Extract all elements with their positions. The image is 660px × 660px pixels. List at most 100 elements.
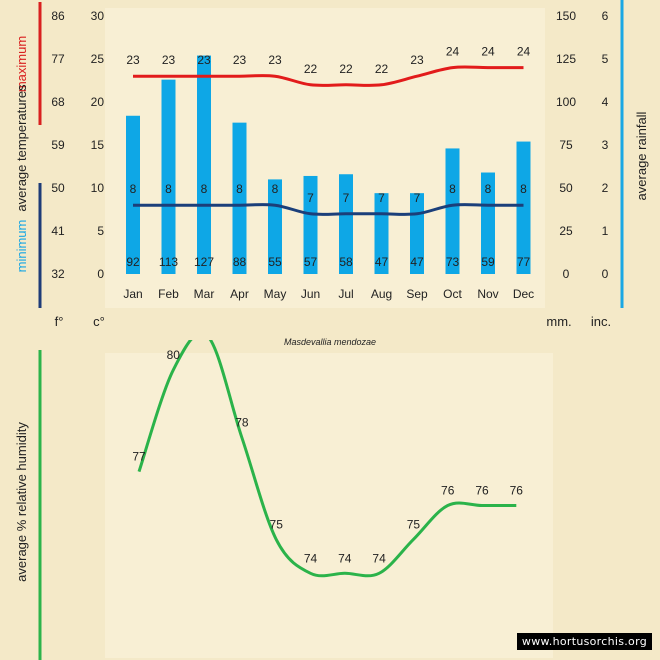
min-temperature-value-label: 8 bbox=[130, 182, 137, 196]
humidity-chart: average % relative humidity 778081787574… bbox=[14, 340, 524, 660]
month-tick-label: Sep bbox=[406, 287, 428, 301]
rainfall-bar bbox=[481, 172, 495, 274]
humidity-value-label: 74 bbox=[372, 551, 386, 565]
min-temperature-value-label: 8 bbox=[449, 182, 456, 196]
min-temperature-value-label: 7 bbox=[343, 191, 350, 205]
inch-tick-label: 5 bbox=[602, 52, 609, 66]
max-temperature-value-label: 23 bbox=[126, 53, 140, 67]
month-tick-label: Jul bbox=[338, 287, 353, 301]
rainfall-value-label: 47 bbox=[375, 255, 389, 269]
max-temperature-value-label: 23 bbox=[410, 53, 424, 67]
min-temperature-value-label: 8 bbox=[520, 182, 527, 196]
min-temperature-value-label: 8 bbox=[201, 182, 208, 196]
celsius-tick-label: 30 bbox=[91, 9, 105, 23]
watermark: www.hortusorchis.org bbox=[516, 633, 652, 650]
month-tick-label: May bbox=[264, 287, 287, 301]
top-chart-background bbox=[105, 8, 545, 308]
max-temperature-value-label: 23 bbox=[268, 53, 282, 67]
mm-tick-label: 75 bbox=[559, 138, 573, 152]
month-tick-label: Jun bbox=[301, 287, 320, 301]
fahrenheit-tick-label: 86 bbox=[51, 9, 65, 23]
fahrenheit-tick-label: 32 bbox=[51, 267, 65, 281]
rainfall-bar bbox=[268, 179, 282, 274]
month-tick-label: Aug bbox=[371, 287, 392, 301]
humidity-value-label: 74 bbox=[338, 551, 352, 565]
rainfall-value-label: 58 bbox=[339, 255, 353, 269]
humidity-line bbox=[137, 340, 517, 578]
rainfall-bar bbox=[339, 174, 353, 274]
humidity-value-label: 75 bbox=[270, 517, 284, 531]
month-tick-label: Apr bbox=[230, 287, 249, 301]
humidity-value-label: 77 bbox=[132, 450, 146, 464]
inch-tick-label: 0 bbox=[602, 267, 609, 281]
fahrenheit-tick-label: 59 bbox=[51, 138, 65, 152]
max-temperature-value-label: 22 bbox=[339, 62, 353, 76]
rainfall-value-label: 47 bbox=[410, 255, 424, 269]
rainfall-value-label: 88 bbox=[233, 255, 247, 269]
min-temperature-line bbox=[133, 203, 524, 216]
celsius-tick-label: 10 bbox=[91, 181, 105, 195]
rainfall-value-label: 92 bbox=[126, 255, 140, 269]
inch-tick-label: 6 bbox=[602, 9, 609, 23]
mm-tick-label: 0 bbox=[563, 267, 570, 281]
celsius-tick-label: 5 bbox=[97, 224, 104, 238]
celsius-tick-label: 20 bbox=[91, 95, 105, 109]
max-temperature-value-label: 22 bbox=[375, 62, 389, 76]
max-temperature-value-label: 24 bbox=[517, 45, 531, 59]
rainfall-bar bbox=[516, 141, 531, 274]
month-tick-label: Oct bbox=[443, 287, 462, 301]
rainfall-bar bbox=[161, 79, 176, 274]
humidity-value-label: 76 bbox=[441, 484, 455, 498]
mm-tick-label: 100 bbox=[556, 95, 576, 109]
inch-tick-label: 1 bbox=[602, 224, 609, 238]
humidity-axis-label: average % relative humidity bbox=[14, 422, 29, 582]
month-tick-label: Dec bbox=[513, 287, 534, 301]
mm-tick-label: 50 bbox=[559, 181, 573, 195]
month-tick-label: Jan bbox=[123, 287, 142, 301]
mm-tick-label: 125 bbox=[556, 52, 576, 66]
rainfall-bar bbox=[445, 148, 460, 274]
min-temperature-value-label: 7 bbox=[414, 191, 421, 205]
fahrenheit-tick-label: 77 bbox=[51, 52, 65, 66]
mm-tick-label: 25 bbox=[559, 224, 573, 238]
humidity-value-label: 74 bbox=[304, 551, 318, 565]
maximum-label: maximum bbox=[14, 36, 29, 92]
humidity-value-label: 75 bbox=[407, 517, 421, 531]
rainfall-value-label: 77 bbox=[517, 255, 531, 269]
humidity-value-label: 78 bbox=[235, 416, 249, 430]
chart-title: Masdevallia mendozae bbox=[284, 337, 376, 345]
min-temperature-value-label: 7 bbox=[307, 191, 314, 205]
min-temperature-value-label: 8 bbox=[485, 182, 492, 196]
max-temperature-line bbox=[133, 65, 524, 87]
celsius-tick-label: 25 bbox=[91, 52, 105, 66]
rainfall-bar bbox=[197, 55, 211, 275]
rainfall-value-label: 59 bbox=[481, 255, 495, 269]
unit-mm-label: mm. bbox=[546, 314, 571, 329]
rainfall-bar bbox=[232, 122, 247, 274]
average-rainfall-label: average rainfall bbox=[634, 111, 649, 200]
fahrenheit-tick-label: 68 bbox=[51, 95, 65, 109]
rainfall-value-label: 113 bbox=[159, 255, 178, 269]
month-tick-label: Mar bbox=[194, 287, 215, 301]
month-tick-label: Nov bbox=[477, 287, 498, 301]
inch-tick-label: 3 bbox=[602, 138, 609, 152]
min-temperature-value-label: 8 bbox=[165, 182, 172, 196]
fahrenheit-tick-label: 41 bbox=[51, 224, 65, 238]
max-temperature-value-label: 23 bbox=[197, 53, 211, 67]
temperature-rainfall-chart: maximum average temperatures minimum ave… bbox=[14, 0, 649, 345]
humidity-value-label: 80 bbox=[167, 348, 181, 362]
minimum-label: minimum bbox=[14, 220, 29, 273]
max-temperature-value-label: 23 bbox=[233, 53, 247, 67]
celsius-tick-label: 0 bbox=[97, 267, 104, 281]
inch-tick-label: 2 bbox=[602, 181, 609, 195]
inch-tick-label: 4 bbox=[602, 95, 609, 109]
max-temperature-value-label: 24 bbox=[446, 45, 460, 59]
celsius-tick-label: 15 bbox=[91, 138, 105, 152]
unit-f-label: f° bbox=[55, 314, 64, 329]
min-temperature-value-label: 8 bbox=[272, 182, 279, 196]
rainfall-bar bbox=[303, 175, 318, 274]
max-temperature-value-label: 23 bbox=[162, 53, 176, 67]
humidity-value-label: 76 bbox=[510, 484, 524, 498]
rainfall-value-label: 73 bbox=[446, 255, 460, 269]
